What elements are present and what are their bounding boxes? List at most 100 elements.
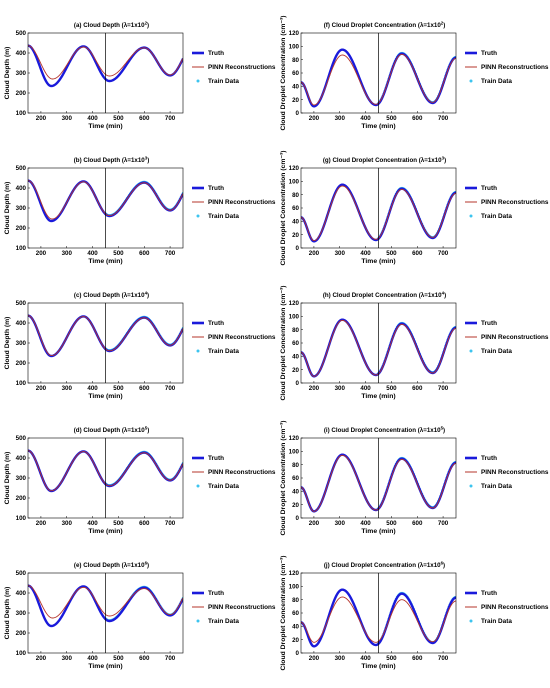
y-tick-label: 100 — [289, 179, 300, 186]
legend-swatch-train — [469, 484, 473, 488]
x-tick-label: 400 — [360, 115, 371, 122]
x-tick-label: 600 — [412, 115, 423, 122]
y-axis-label: Cloud Droplet Concentration (cm⁻³) — [280, 16, 287, 131]
y-tick-label: 200 — [16, 495, 27, 502]
y-tick-label: 400 — [16, 50, 27, 57]
y-tick-label: 120 — [289, 300, 300, 307]
y-tick-label: 400 — [16, 320, 27, 327]
y-tick-label: 100 — [16, 110, 27, 117]
panel-title-base-a: (a) Cloud Depth (λ=1x10 — [74, 22, 145, 29]
x-tick-label: 200 — [36, 655, 47, 662]
x-tick-label: 400 — [360, 520, 371, 527]
panel-d: (d) Cloud Depth (λ=1x105) 200 300 400 500 600… — [4, 425, 276, 535]
y-tick-label: 20 — [292, 97, 299, 104]
panel-title-j: (j) Cloud Droplet Concentration (λ=1x106… — [324, 560, 445, 569]
legend-swatch-train — [469, 349, 473, 353]
x-tick-label: 600 — [412, 385, 423, 392]
panel-title-suffix-h: ) — [444, 292, 446, 299]
x-tick-label: 200 — [36, 385, 47, 392]
y-tick-label: 40 — [292, 84, 299, 91]
y-tick-label: 400 — [16, 455, 27, 462]
x-tick-label: 700 — [165, 385, 176, 392]
y-axis-label: Cloud Depth (m) — [4, 47, 11, 100]
x-tick-label: 600 — [412, 520, 423, 527]
panel-title-suffix-c: ) — [147, 292, 149, 299]
legend-label: PINN Reconstructions — [208, 64, 276, 71]
y-tick-label: 40 — [292, 624, 299, 631]
panel-title-suffix-b: ) — [147, 157, 149, 164]
y-axis-label: Cloud Depth (m) — [4, 587, 11, 640]
panel-f: (f) Cloud Droplet Concentration (λ=1x102… — [280, 16, 549, 131]
x-tick-label: 300 — [62, 250, 73, 257]
y-tick-label: 40 — [292, 354, 299, 361]
x-axis-label: Time (min) — [361, 123, 395, 130]
x-tick-label: 600 — [139, 115, 150, 122]
legend-label: Train Data — [481, 348, 512, 355]
y-tick-label: 60 — [292, 340, 299, 347]
x-tick-label: 300 — [62, 115, 73, 122]
x-tick-label: 200 — [309, 385, 320, 392]
y-axis-label: Cloud Droplet Concentration (cm⁻³) — [280, 151, 287, 266]
y-tick-label: 60 — [292, 205, 299, 212]
panel-title-g: (g) Cloud Droplet Concentration (λ=1x103… — [323, 155, 446, 164]
x-tick-label: 500 — [113, 250, 124, 257]
legend-label: PINN Reconstructions — [208, 604, 276, 611]
x-tick-label: 200 — [309, 250, 320, 257]
y-tick-label: 100 — [289, 314, 300, 321]
y-tick-label: 100 — [16, 515, 27, 522]
legend-label: PINN Reconstructions — [208, 334, 276, 341]
legend-label: Truth — [481, 320, 497, 327]
y-tick-label: 0 — [296, 245, 300, 252]
legend-label: PINN Reconstructions — [481, 469, 549, 476]
panel-title-base-g: (g) Cloud Droplet Concentration (λ=1x10 — [323, 157, 442, 164]
x-tick-label: 200 — [309, 115, 320, 122]
y-tick-label: 20 — [292, 637, 299, 644]
legend-label: PINN Reconstructions — [208, 469, 276, 476]
x-tick-label: 600 — [412, 655, 423, 662]
y-tick-label: 500 — [16, 165, 27, 172]
legend-swatch-train — [469, 619, 473, 623]
x-tick-label: 400 — [87, 520, 98, 527]
x-tick-label: 200 — [36, 250, 47, 257]
x-tick-label: 400 — [87, 385, 98, 392]
legend-swatch-train — [469, 214, 473, 218]
panel-title-b: (b) Cloud Depth (λ=1x103) — [74, 155, 150, 164]
x-axis-label: Time (min) — [88, 123, 122, 130]
y-tick-label: 200 — [16, 225, 27, 232]
legend-label: Truth — [208, 320, 224, 327]
x-tick-label: 500 — [386, 385, 397, 392]
panel-title-base-b: (b) Cloud Depth (λ=1x10 — [74, 157, 146, 164]
x-tick-label: 700 — [165, 520, 176, 527]
y-tick-label: 120 — [289, 30, 300, 37]
x-tick-label: 700 — [165, 115, 176, 122]
x-axis-label: Time (min) — [88, 663, 122, 670]
legend-swatch-train — [196, 619, 200, 623]
x-tick-label: 300 — [62, 385, 73, 392]
panel-title-suffix-a: ) — [147, 22, 149, 29]
panel-title-suffix-d: ) — [147, 427, 149, 434]
legend-label: Train Data — [208, 483, 239, 490]
x-axis-label: Time (min) — [88, 528, 122, 535]
x-tick-label: 400 — [360, 250, 371, 257]
legend-label: PINN Reconstructions — [481, 604, 549, 611]
panel-b: (b) Cloud Depth (λ=1x103) 200 300 400 500 600… — [4, 155, 276, 265]
panel-title-suffix-f: ) — [443, 22, 445, 29]
y-tick-label: 60 — [292, 475, 299, 482]
legend: Truth PINN Reconstructions Train Data — [465, 185, 549, 220]
y-tick-label: 0 — [296, 110, 300, 117]
x-tick-label: 500 — [113, 655, 124, 662]
y-tick-label: 0 — [296, 650, 300, 657]
y-tick-label: 500 — [16, 30, 27, 37]
x-tick-label: 700 — [438, 250, 449, 257]
panel-c: (c) Cloud Depth (λ=1x104) 200 300 400 500 600… — [4, 290, 276, 400]
y-tick-label: 80 — [292, 327, 299, 334]
x-tick-label: 700 — [165, 655, 176, 662]
y-tick-label: 40 — [292, 219, 299, 226]
panel-j: (j) Cloud Droplet Concentration (λ=1x106… — [280, 556, 549, 671]
y-tick-label: 20 — [292, 367, 299, 374]
x-tick-label: 600 — [139, 385, 150, 392]
panel-h: (h) Cloud Droplet Concentration (λ=1x104… — [280, 286, 549, 401]
x-tick-label: 200 — [309, 520, 320, 527]
